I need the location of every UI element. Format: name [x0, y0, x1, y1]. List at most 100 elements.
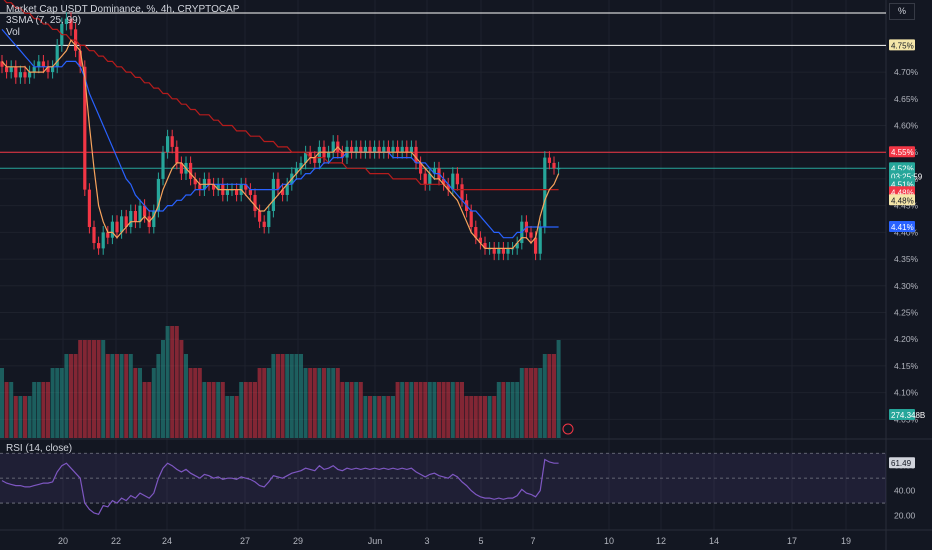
candle-body — [538, 227, 542, 254]
candle-body — [469, 210, 473, 228]
volume-bar — [124, 354, 129, 438]
candle-body — [501, 248, 505, 254]
volume-bar — [170, 326, 175, 438]
volume-bar — [432, 382, 437, 438]
candle-body — [557, 168, 561, 170]
candles — [0, 12, 561, 261]
candle-body — [143, 205, 147, 217]
volume-bar — [400, 382, 405, 438]
volume-bar — [184, 354, 188, 438]
volume-bar — [87, 340, 92, 438]
volume-bar — [46, 382, 50, 438]
rsi-series-line — [1, 458, 559, 516]
volume-bar — [50, 368, 55, 438]
candle-body — [331, 141, 335, 153]
volume-bar — [285, 354, 290, 438]
candle-body — [253, 194, 257, 211]
x-tick-label: 10 — [604, 536, 614, 546]
candle-body — [442, 178, 446, 185]
candle-body — [368, 146, 372, 153]
candle-body — [138, 205, 142, 222]
volume-bar — [542, 354, 547, 438]
price-label: 4.41% — [891, 223, 914, 232]
rsi-value-label: 61.49 — [891, 459, 912, 468]
volume-bar — [280, 354, 285, 438]
candle-body — [110, 221, 114, 238]
x-tick-label: 24 — [162, 536, 172, 546]
volume-bars — [0, 326, 561, 438]
x-tick-label: 5 — [478, 536, 483, 546]
candle-body — [414, 146, 418, 163]
candle-body — [432, 168, 436, 174]
axes: 4.70%4.65%4.60%4.55%4.50%4.45%4.40%4.35%… — [58, 67, 919, 546]
volume-bar — [308, 368, 313, 438]
candle-body — [37, 61, 41, 67]
candle-body — [0, 61, 4, 67]
volume-bar — [455, 382, 460, 438]
volume-bar — [547, 354, 552, 438]
volume-bar — [234, 396, 239, 438]
rsi-value-label-bg — [889, 457, 915, 469]
y-tick-label: 4.65% — [894, 94, 919, 104]
volume-bar — [556, 340, 561, 438]
price-label-bg — [889, 194, 915, 206]
candle-body — [373, 146, 377, 153]
volume-bar — [23, 396, 27, 438]
candle-body — [529, 232, 533, 238]
volume-bar — [230, 396, 234, 438]
y-tick-label: 4.20% — [894, 334, 919, 344]
candle-body — [506, 248, 510, 254]
rsi-band — [0, 452, 886, 504]
volume-bar — [322, 368, 326, 438]
chart-title[interactable]: Market Cap USDT Dominance, %, 4h, CRYPTO… — [6, 4, 240, 15]
volume-bar — [533, 368, 538, 438]
candle-body — [460, 184, 464, 201]
volume-bar — [73, 354, 78, 438]
rsi-tick-label: 20.00 — [894, 511, 916, 521]
candle-body — [340, 152, 344, 158]
candle-body — [474, 227, 478, 238]
percent-scale-toggle[interactable]: % — [889, 3, 915, 20]
candle-body — [179, 162, 183, 174]
volume-bar — [340, 382, 345, 438]
candle-body — [32, 66, 36, 73]
candle-body — [428, 173, 432, 185]
volume-bar — [492, 396, 497, 438]
volume-bar — [128, 354, 133, 438]
candle-body — [46, 66, 50, 73]
indicator-legend[interactable]: 3SMA (7, 25, 99) — [6, 15, 82, 26]
volume-bar — [147, 382, 152, 438]
candle-body — [271, 178, 275, 211]
candle-body — [207, 178, 211, 185]
volume-bar — [473, 396, 478, 438]
volume-bar — [427, 382, 432, 438]
rsi-line — [1, 458, 559, 516]
volume-bar — [266, 368, 271, 438]
candle-body — [51, 66, 55, 73]
candle-body — [281, 189, 285, 195]
volume-bar — [179, 340, 184, 438]
volume-bar — [4, 382, 9, 438]
volume-bar — [262, 368, 267, 438]
volume-bar — [478, 396, 483, 438]
price-lines[interactable] — [0, 12, 886, 169]
volume-legend[interactable]: Vol — [6, 27, 20, 38]
volume-bar — [446, 382, 451, 438]
price-label: 4.55% — [891, 148, 914, 157]
candle-body — [198, 184, 202, 190]
candle-body — [363, 146, 367, 153]
volume-bar — [115, 354, 119, 438]
volume-bar — [161, 340, 165, 438]
volume-bar — [151, 368, 156, 438]
candle-body — [106, 232, 110, 238]
volume-bar — [506, 382, 510, 438]
x-tick-label: 20 — [58, 536, 68, 546]
volume-bar — [59, 368, 64, 438]
y-tick-label: 4.25% — [894, 307, 919, 317]
volume-bar — [487, 396, 492, 438]
candle-body — [87, 189, 91, 228]
volume-bar — [368, 396, 372, 438]
volume-bar — [510, 382, 515, 438]
rsi-legend[interactable]: RSI (14, close) — [6, 443, 73, 454]
